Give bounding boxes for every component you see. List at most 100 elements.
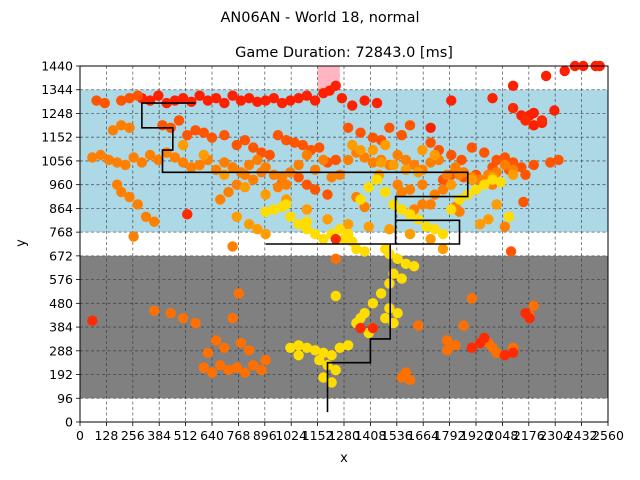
data-point bbox=[342, 340, 354, 351]
y-tick-label: 576 bbox=[49, 272, 73, 287]
data-point bbox=[499, 152, 511, 163]
data-point bbox=[87, 152, 98, 163]
data-point bbox=[239, 134, 251, 146]
data-point bbox=[239, 367, 251, 378]
data-point bbox=[400, 164, 412, 176]
data-point bbox=[330, 290, 341, 302]
data-point bbox=[215, 359, 226, 371]
data-point bbox=[293, 219, 304, 230]
x-tick-label: 2304 bbox=[539, 428, 571, 443]
data-point bbox=[355, 322, 366, 334]
data-point bbox=[491, 347, 502, 358]
data-point bbox=[219, 157, 230, 168]
data-point bbox=[128, 231, 139, 242]
data-point bbox=[417, 179, 428, 190]
data-point bbox=[248, 174, 259, 185]
data-point bbox=[549, 105, 560, 116]
path-lines bbox=[141, 102, 469, 413]
data-point bbox=[404, 228, 416, 240]
data-point bbox=[396, 273, 407, 284]
data-point bbox=[400, 154, 412, 166]
data-point bbox=[520, 115, 531, 126]
y-tick-label: 192 bbox=[49, 367, 73, 382]
data-point bbox=[248, 142, 259, 153]
data-point bbox=[456, 154, 467, 166]
x-axis-ticks: 0 128 256 384 512 640 768 896102411521280140815… bbox=[76, 422, 624, 443]
data-point bbox=[260, 189, 271, 200]
data-point bbox=[248, 359, 259, 371]
data-point bbox=[182, 209, 193, 220]
data-point bbox=[466, 293, 478, 304]
data-point bbox=[268, 92, 280, 104]
data-point bbox=[507, 80, 519, 91]
y-tick-label: 96 bbox=[57, 391, 73, 406]
data-point bbox=[103, 154, 115, 166]
data-point bbox=[441, 345, 453, 356]
data-point bbox=[396, 204, 407, 215]
data-point bbox=[272, 130, 284, 141]
y-tick-label: 288 bbox=[49, 343, 73, 358]
data-point bbox=[425, 137, 436, 148]
data-point bbox=[322, 189, 333, 200]
data-point bbox=[441, 169, 453, 180]
data-point bbox=[190, 125, 201, 136]
data-point bbox=[309, 95, 321, 106]
data-point bbox=[380, 312, 391, 324]
data-point bbox=[124, 92, 135, 104]
data-point bbox=[186, 96, 197, 108]
data-point bbox=[359, 95, 370, 106]
data-point bbox=[396, 372, 407, 383]
data-point bbox=[388, 159, 399, 171]
data-point bbox=[326, 350, 337, 361]
data-point bbox=[367, 144, 379, 156]
data-point bbox=[219, 97, 230, 109]
data-point bbox=[281, 134, 292, 146]
data-point bbox=[367, 322, 379, 334]
x-tick-label: 1408 bbox=[354, 428, 386, 443]
y-axis-label: y bbox=[14, 239, 29, 247]
data-point bbox=[252, 154, 263, 166]
y-tick-label: 0 bbox=[65, 415, 73, 430]
data-point bbox=[334, 223, 346, 235]
data-point bbox=[479, 179, 490, 190]
data-point bbox=[342, 228, 354, 240]
data-point bbox=[215, 194, 226, 205]
data-point bbox=[499, 221, 511, 232]
data-point bbox=[330, 233, 341, 245]
data-point bbox=[301, 223, 313, 235]
data-point bbox=[363, 181, 374, 193]
data-point bbox=[190, 317, 201, 329]
data-point bbox=[136, 157, 148, 168]
x-tick-label: 2432 bbox=[566, 428, 598, 443]
data-point bbox=[252, 223, 263, 235]
data-point bbox=[289, 137, 300, 148]
data-point bbox=[169, 152, 181, 163]
x-tick-label: 384 bbox=[147, 428, 171, 443]
data-point bbox=[264, 149, 275, 161]
data-point bbox=[528, 300, 539, 312]
data-point bbox=[219, 169, 230, 180]
data-point bbox=[322, 214, 333, 225]
data-point bbox=[177, 139, 189, 151]
data-point bbox=[132, 199, 143, 210]
data-point bbox=[186, 162, 197, 173]
data-point bbox=[441, 335, 453, 346]
chart-title: Game Duration: 72843.0 [ms] bbox=[235, 45, 453, 61]
data-point bbox=[384, 248, 395, 260]
data-point bbox=[293, 159, 304, 171]
data-point bbox=[363, 221, 374, 232]
data-point bbox=[446, 95, 457, 106]
data-point bbox=[384, 278, 395, 289]
data-point bbox=[413, 214, 424, 225]
data-point bbox=[330, 364, 341, 376]
data-point bbox=[219, 342, 230, 354]
data-point bbox=[507, 347, 519, 358]
data-point bbox=[336, 92, 348, 104]
y-tick-label: 1344 bbox=[41, 82, 73, 97]
data-point bbox=[285, 211, 296, 223]
data-point bbox=[454, 206, 465, 218]
data-point bbox=[301, 179, 313, 190]
data-point bbox=[520, 169, 531, 180]
data-point bbox=[559, 65, 570, 77]
data-point bbox=[260, 95, 271, 106]
